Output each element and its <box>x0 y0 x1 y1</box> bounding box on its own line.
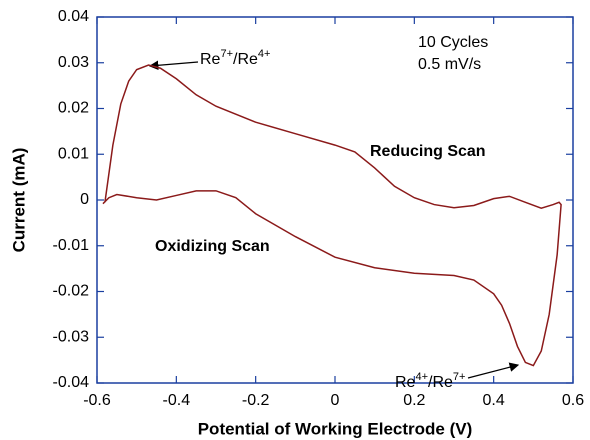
y-tick-label: 0.03 <box>58 54 89 71</box>
annotation-part: 7+ <box>220 48 233 60</box>
annotation-part: 4+ <box>415 371 428 383</box>
x-tick-label: -0.4 <box>163 392 191 409</box>
y-axis-label: Current (mA) <box>9 148 28 253</box>
annotation: Reducing Scan <box>370 143 486 160</box>
x-tick-label: 0 <box>331 392 340 409</box>
x-tick-label: -0.2 <box>242 392 270 409</box>
x-tick-label: 0.2 <box>403 392 425 409</box>
annotation-part: Re <box>200 51 221 68</box>
y-tick-label: -0.04 <box>53 374 90 391</box>
y-tick-label: 0 <box>80 191 89 208</box>
x-tick-label: -0.6 <box>83 392 111 409</box>
x-axis-label: Potential of Working Electrode (V) <box>198 419 473 438</box>
annotation: 10 Cycles <box>418 34 488 51</box>
arrow <box>467 362 520 379</box>
plot-frame <box>96 16 574 384</box>
data-line <box>102 64 562 367</box>
annotation: Re7+/Re4+ <box>200 48 270 68</box>
y-tick-label: 0.01 <box>58 145 89 162</box>
y-tick-label: -0.03 <box>53 328 90 345</box>
annotation-part: Re <box>395 374 416 391</box>
y-tick-label: -0.01 <box>53 237 90 254</box>
annotation-part: 4+ <box>258 48 271 60</box>
y-tick-label: 0.04 <box>58 8 89 25</box>
annotation-part: /Re <box>233 51 258 68</box>
y-tick-label: -0.02 <box>53 283 90 300</box>
x-tick-label: 0.4 <box>483 392 505 409</box>
annotation-part: 7+ <box>453 371 466 383</box>
annotation: 0.5 mV/s <box>418 56 481 73</box>
annotation: Oxidizing Scan <box>155 238 270 255</box>
y-tick-label: 0.02 <box>58 100 89 117</box>
annotation: Re4+/Re7+ <box>395 371 465 391</box>
x-tick-label: 0.6 <box>562 392 584 409</box>
arrow <box>148 60 199 71</box>
annotation-part: /Re <box>428 374 453 391</box>
